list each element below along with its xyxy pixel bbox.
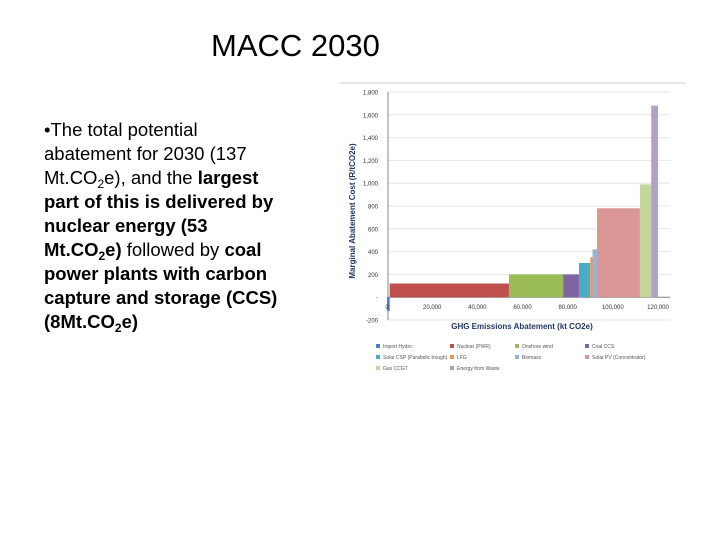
y-tick-label: 1,800 [363, 91, 379, 97]
y-tick-label: 200 [368, 273, 379, 279]
legend-swatch [450, 366, 454, 370]
y-tick-label: 1,000 [363, 182, 379, 188]
x-tick-label: 80,000 [558, 305, 577, 311]
bullet-text-part-2: followed by [121, 239, 225, 260]
bar-biomass [592, 249, 598, 298]
x-tick-label: 60,000 [513, 305, 532, 311]
legend-label: Solar CSP (Parabolic trough) [383, 355, 448, 361]
macc-chart: -200-2004006008001,0001,2001,4001,6001,8… [340, 82, 685, 372]
y-tick-label: 1,400 [363, 136, 379, 142]
bar-nuclear-pwr [389, 283, 509, 298]
x-tick-labels: 0 20,000 40,000 60,000 80,000 100,000 120,000 [385, 305, 669, 311]
subscript-2: 2 [97, 177, 105, 191]
bar-import-hydro [387, 297, 390, 311]
bullet-bold-nuclear-value-end: e) [105, 239, 122, 260]
legend-label: Onshore wind [522, 344, 553, 350]
bullet-marker: • [44, 119, 51, 140]
y-tick-label: -200 [366, 319, 379, 325]
chart-bars [387, 105, 658, 311]
y-tick-label: - [376, 296, 378, 302]
x-tick-label: 100,000 [602, 305, 624, 311]
bullet-bold-nuclear-value: (53 Mt.CO [44, 215, 208, 260]
bullet-text-part-1: The total potential abatement for 2030 (… [44, 119, 247, 188]
legend-label: Energy from Waste [457, 366, 500, 372]
bar-gas-ccgt [639, 184, 652, 298]
y-tick-label: 400 [368, 250, 379, 256]
bullet-text-part-1-end: e), and the [104, 167, 198, 188]
bullet-text: •The total potential abatement for 2030 … [44, 118, 284, 334]
legend-label: Solar PV (Concentrator) [592, 355, 646, 361]
bar-solar-pv-concentrator [597, 208, 640, 298]
bar-energy-from-waste [651, 105, 658, 298]
chart-legend: Import Hydro Nuclear (PWR) Onshore wind Coa… [376, 344, 646, 372]
x-tick-label: 120,000 [647, 305, 669, 311]
legend-swatch [515, 344, 519, 348]
x-axis-label: GHG Emissions Abatement (kt CO2e) [451, 322, 593, 331]
y-tick-labels: -200-2004006008001,0001,2001,4001,6001,8… [363, 91, 379, 325]
legend-swatch [450, 344, 454, 348]
legend-label: Nuclear (PWR) [457, 344, 491, 350]
bar-lfg [590, 257, 593, 298]
y-axis-label: Marginal Abatement Cost (R/tCO2e) [348, 143, 357, 279]
legend-swatch [376, 355, 380, 359]
legend-label: Biomass [522, 355, 542, 361]
bar-coal-ccs [563, 274, 579, 298]
bullet-bold-nuclear: largest part of this is delivered by nuc… [44, 167, 274, 236]
legend-swatch [450, 355, 454, 359]
bullet-bold-ccs-end: e) [121, 311, 139, 332]
bar-onshore-wind [508, 274, 564, 298]
legend-swatch [585, 355, 589, 359]
legend-swatch [515, 355, 519, 359]
subscript-2: 2 [98, 249, 106, 263]
legend-swatch [376, 366, 380, 370]
bullet-bold-ccs: coal power plants with carbon capture an… [44, 239, 278, 332]
y-tick-label: 800 [368, 205, 379, 211]
x-tick-label: 40,000 [468, 305, 487, 311]
subscript-2: 2 [114, 321, 122, 335]
legend-swatch [376, 344, 380, 348]
legend-label: LFG [457, 355, 467, 361]
y-tick-label: 1,200 [363, 159, 379, 165]
y-tick-label: 1,600 [363, 113, 379, 119]
legend-label: Coal CCS [592, 344, 615, 350]
x-tick-label: 0 [385, 305, 389, 311]
legend-swatch [585, 344, 589, 348]
bar-solar-csp-parabolic-trough [578, 263, 591, 298]
legend-label: Gas CCGT [383, 366, 408, 372]
legend-label: Import Hydro [383, 344, 412, 350]
x-tick-label: 20,000 [423, 305, 442, 311]
y-tick-label: 600 [368, 227, 379, 233]
slide-title: MACC 2030 [211, 28, 380, 63]
